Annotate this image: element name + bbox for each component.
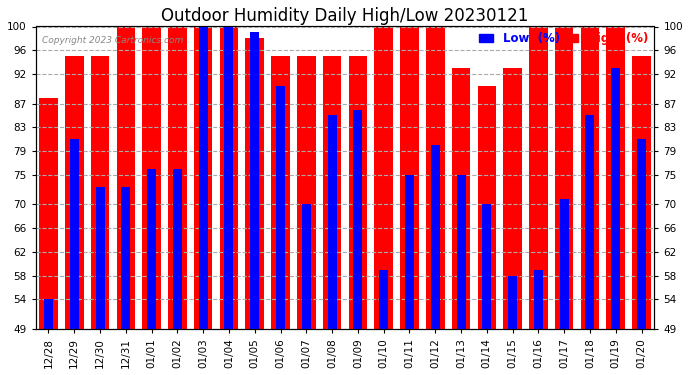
Bar bbox=[529, 27, 548, 375]
Bar bbox=[219, 27, 238, 375]
Bar bbox=[271, 56, 290, 375]
Bar bbox=[380, 270, 388, 375]
Bar bbox=[375, 27, 393, 375]
Bar bbox=[250, 32, 259, 375]
Bar bbox=[508, 276, 517, 375]
Bar bbox=[199, 27, 208, 375]
Bar bbox=[637, 139, 646, 375]
Legend: Low  (%), High  (%): Low (%), High (%) bbox=[480, 32, 649, 45]
Bar bbox=[426, 27, 444, 375]
Bar bbox=[323, 56, 342, 375]
Bar bbox=[147, 169, 156, 375]
Bar bbox=[276, 86, 285, 375]
Bar bbox=[607, 27, 625, 375]
Bar bbox=[142, 27, 161, 375]
Bar bbox=[246, 38, 264, 375]
Bar bbox=[117, 27, 135, 375]
Bar bbox=[168, 27, 187, 375]
Bar bbox=[400, 27, 419, 375]
Bar bbox=[70, 139, 79, 375]
Bar bbox=[431, 145, 440, 375]
Title: Outdoor Humidity Daily High/Low 20230121: Outdoor Humidity Daily High/Low 20230121 bbox=[161, 7, 529, 25]
Text: Copyright 2023 Cartronics.com: Copyright 2023 Cartronics.com bbox=[42, 36, 183, 45]
Bar bbox=[585, 116, 595, 375]
Bar bbox=[297, 56, 315, 375]
Bar bbox=[560, 198, 569, 375]
Bar bbox=[328, 116, 337, 375]
Bar bbox=[534, 270, 543, 375]
Bar bbox=[173, 169, 182, 375]
Bar bbox=[121, 187, 130, 375]
Bar bbox=[95, 187, 105, 375]
Bar bbox=[348, 56, 367, 375]
Bar bbox=[44, 299, 53, 375]
Bar bbox=[581, 27, 599, 375]
Bar bbox=[611, 68, 620, 375]
Bar bbox=[632, 56, 651, 375]
Bar bbox=[457, 175, 466, 375]
Bar bbox=[91, 56, 109, 375]
Bar bbox=[405, 175, 414, 375]
Bar bbox=[39, 98, 58, 375]
Bar bbox=[477, 86, 496, 375]
Bar bbox=[224, 27, 233, 375]
Bar bbox=[353, 110, 362, 375]
Bar bbox=[503, 68, 522, 375]
Bar bbox=[65, 56, 83, 375]
Bar bbox=[452, 68, 471, 375]
Bar bbox=[555, 27, 573, 375]
Bar bbox=[302, 204, 310, 375]
Bar bbox=[194, 27, 213, 375]
Bar bbox=[482, 204, 491, 375]
